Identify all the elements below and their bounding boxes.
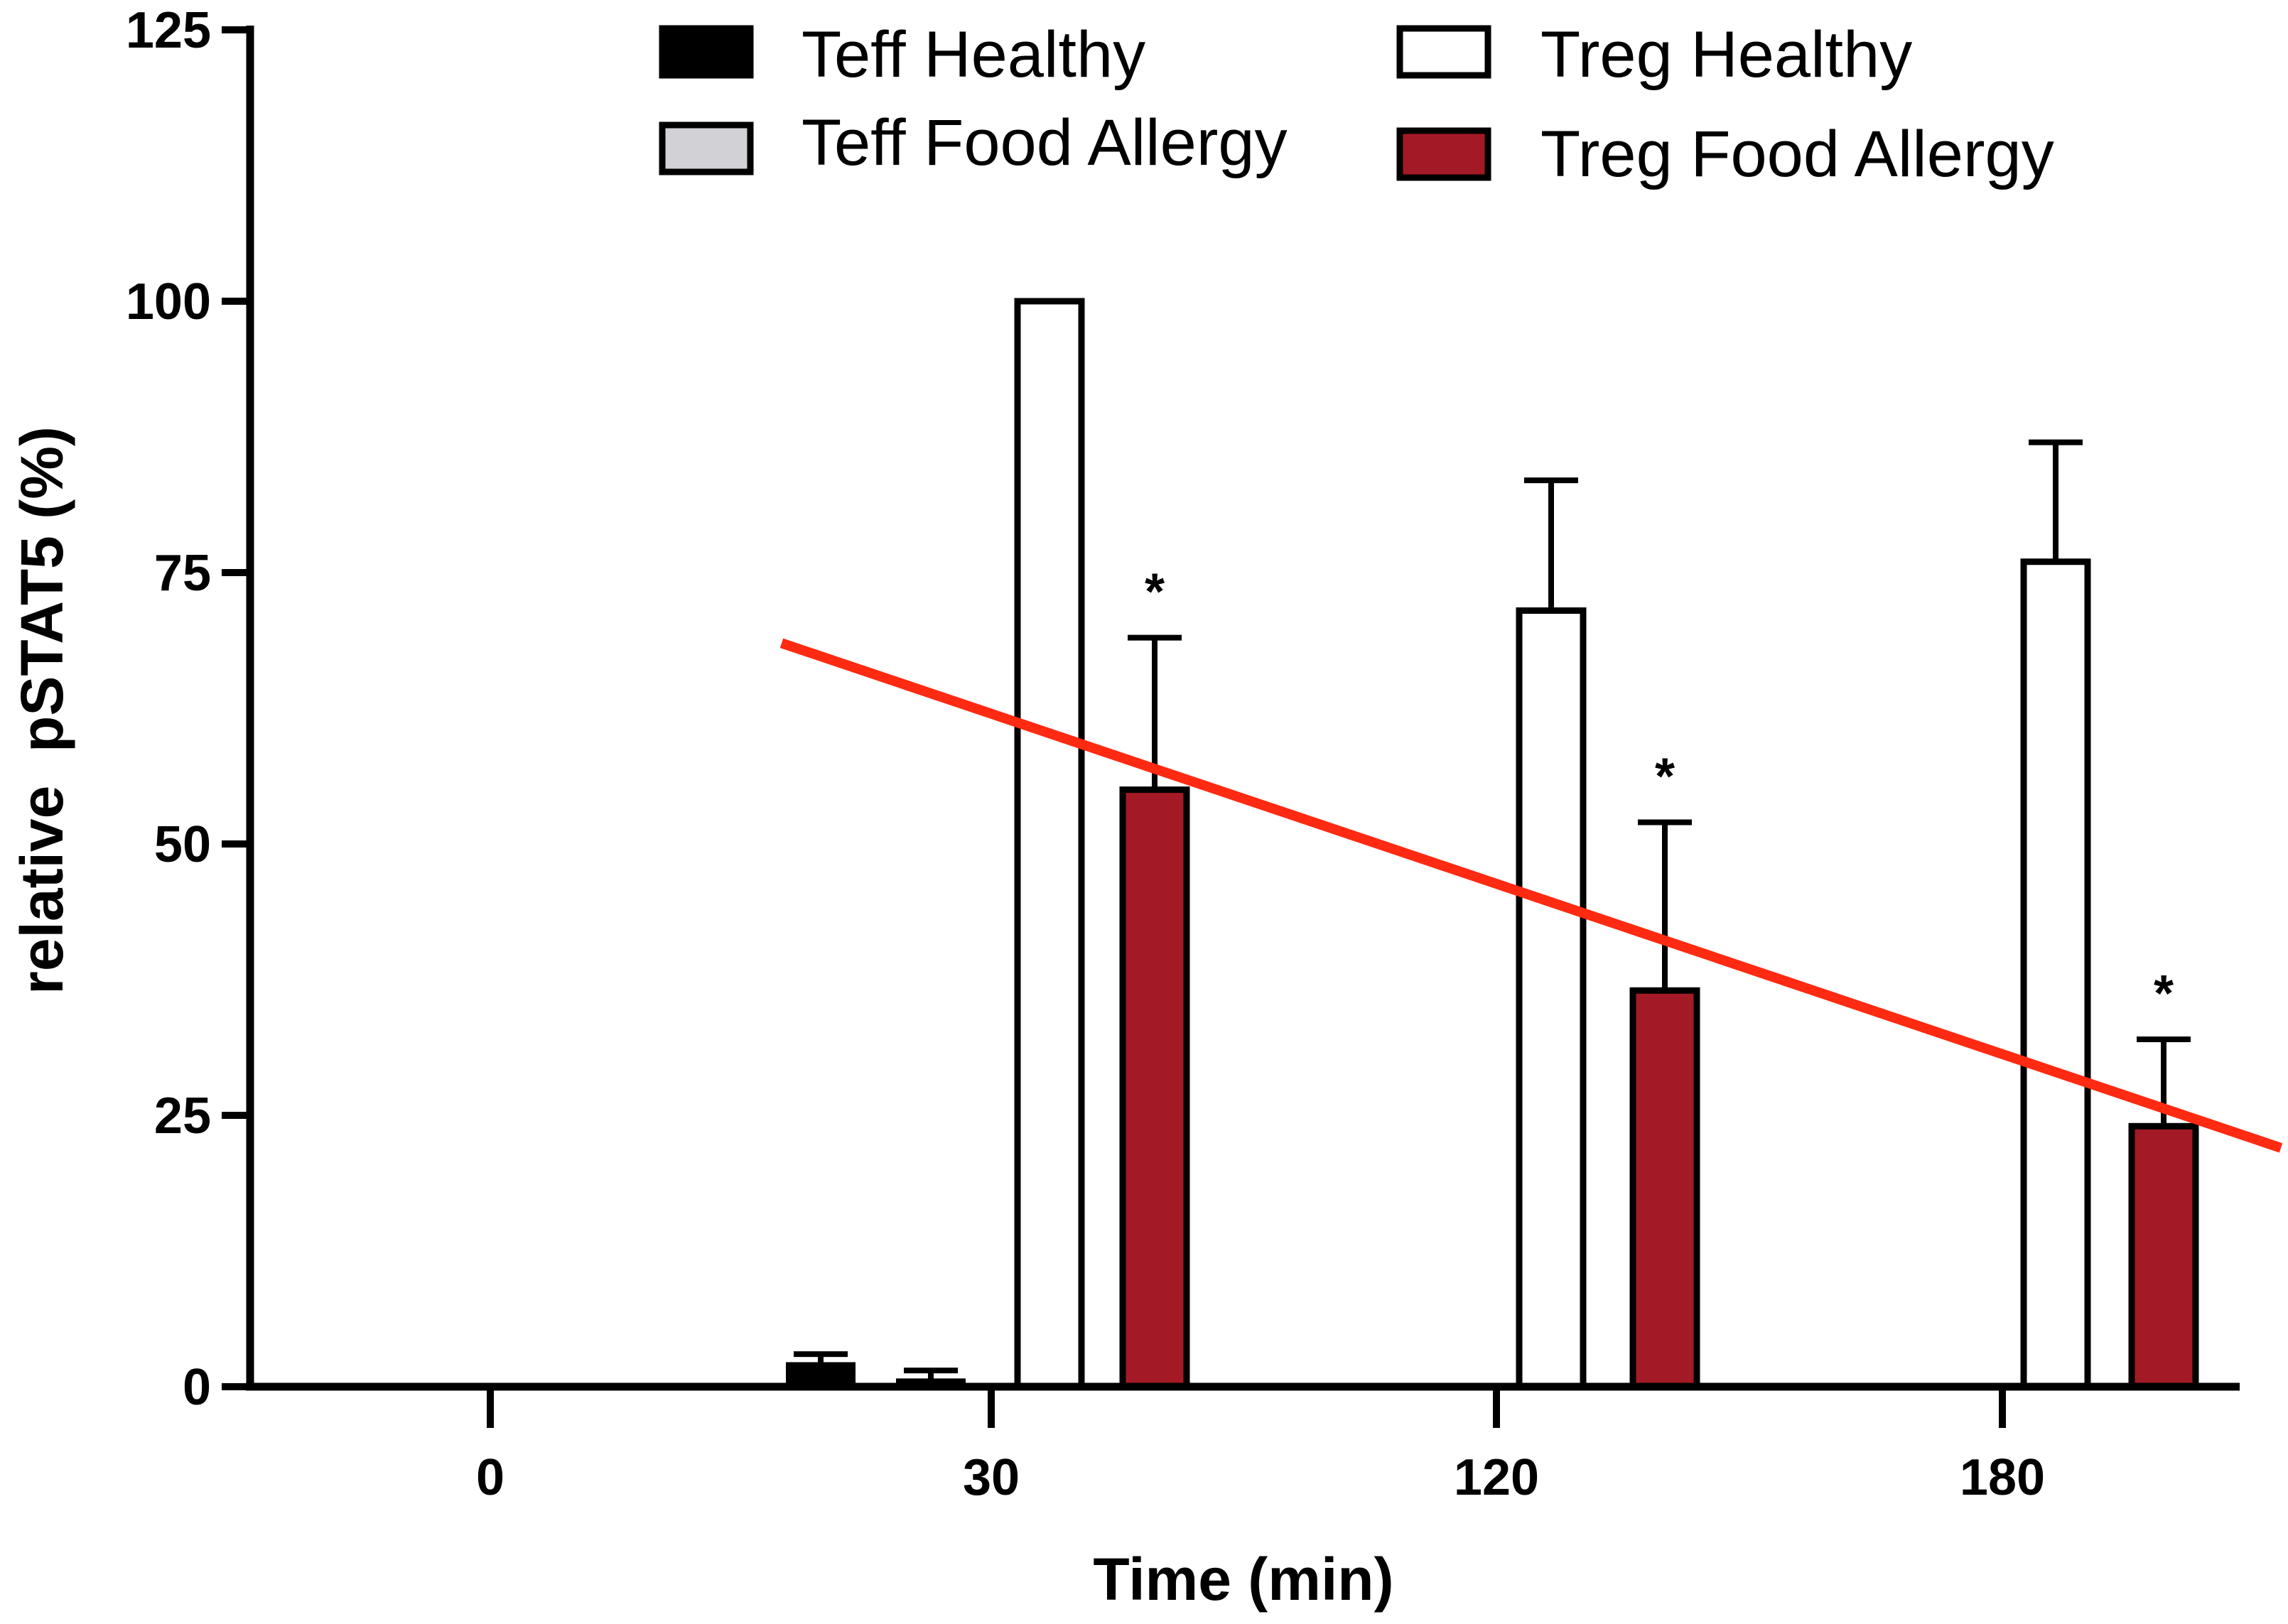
y-tick-label: 25 <box>154 1088 211 1144</box>
y-tick-label: 125 <box>126 2 211 59</box>
y-axis-title: relative pSTAT5 (%) <box>9 426 75 995</box>
x-tick-label: 0 <box>476 1449 504 1506</box>
y-tick-label: 100 <box>126 274 211 330</box>
bar-treg-food-allergy-120 <box>1629 987 1700 1390</box>
significance-star: * <box>1655 748 1675 805</box>
legend-swatch-teff-food-allergy <box>659 121 754 175</box>
y-tick-label: 0 <box>183 1359 211 1416</box>
significance-star: * <box>1145 564 1165 621</box>
trend-line <box>779 638 2283 1153</box>
x-axis-title: Time (min) <box>1093 1546 1393 1613</box>
legend-swatch-teff-healthy <box>659 25 754 79</box>
bar-treg-healthy-120 <box>1516 607 1587 1390</box>
legend-swatch-treg-healthy <box>1396 25 1491 79</box>
bar-treg-food-allergy-30 <box>1119 786 1190 1390</box>
legend-label-treg-food-allergy: Treg Food Allergy <box>1540 118 2054 190</box>
legend-swatch-treg-food-allergy <box>1396 127 1491 181</box>
significance-star: * <box>2154 965 2174 1022</box>
bar-treg-healthy-180 <box>2020 558 2091 1390</box>
x-tick-label: 120 <box>1454 1449 1539 1506</box>
legend-label-teff-healthy: Teff Healthy <box>802 18 1145 91</box>
bar-treg-food-allergy-180 <box>2128 1122 2199 1390</box>
legend-label-teff-food-allergy: Teff Food Allergy <box>802 107 1288 179</box>
bar-treg-healthy-30 <box>1014 298 1085 1390</box>
x-tick-label: 30 <box>963 1449 1020 1506</box>
legend-label-treg-healthy: Treg Healthy <box>1540 18 1912 91</box>
y-tick-label: 50 <box>154 816 211 873</box>
x-tick-label: 180 <box>1960 1449 2045 1506</box>
y-tick-label: 75 <box>154 545 211 602</box>
